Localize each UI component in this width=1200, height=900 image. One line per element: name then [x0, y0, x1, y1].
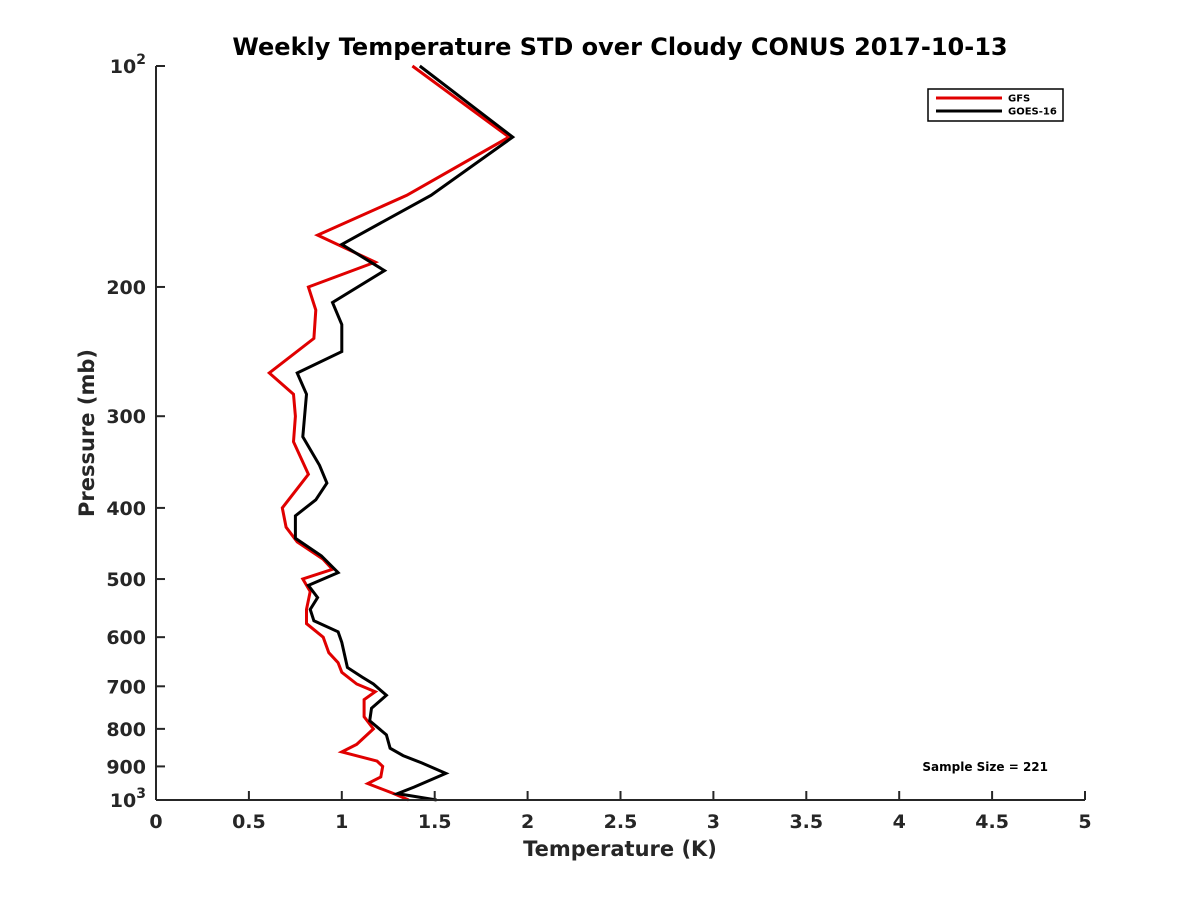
- series-line-gfs: [266, 64, 512, 802]
- y-tick-label-exponent: 3: [136, 786, 146, 802]
- x-tick-label: 5: [1078, 811, 1091, 833]
- y-tick-label: 103: [110, 786, 146, 812]
- x-tick-label: 2: [521, 811, 534, 833]
- y-tick-label: 500: [106, 569, 146, 591]
- x-tick-label: 1: [335, 811, 348, 833]
- x-axis-label: Temperature (K): [523, 837, 717, 861]
- y-tick-label: 400: [106, 498, 146, 520]
- y-tick-label: 700: [106, 676, 146, 698]
- series-line-goes-16: [293, 64, 516, 802]
- x-tick-label: 4.5: [975, 811, 1009, 833]
- x-tick-label: 4: [893, 811, 906, 833]
- legend-box: [927, 88, 1064, 122]
- y-tick-label: 102: [110, 52, 146, 78]
- y-tick-label: 200: [106, 277, 146, 299]
- x-tick-label: 1.5: [418, 811, 452, 833]
- legend-entry-label: GFS: [1008, 94, 1030, 105]
- y-tick-label: 900: [106, 756, 146, 778]
- y-tick-label: 600: [106, 627, 146, 649]
- legend: GFS GOES-16: [927, 88, 1064, 122]
- y-tick-label: 300: [106, 406, 146, 428]
- x-tick-label: 3.5: [789, 811, 823, 833]
- x-tick-label: 3: [707, 811, 720, 833]
- y-tick-label: 800: [106, 719, 146, 741]
- x-tick-label: 0: [149, 811, 162, 833]
- sample-size-annotation: Sample Size = 221: [922, 760, 1048, 774]
- x-axis-ticks: 0 0.5 1 1.5 2 2.5 3 3.5 4 4.5 5: [149, 791, 1092, 833]
- y-tick-label-base: 10: [110, 790, 136, 812]
- plot-area: [266, 64, 516, 802]
- x-tick-label: 0.5: [232, 811, 266, 833]
- legend-entry-label: GOES-16: [1008, 107, 1057, 118]
- chart-title: Weekly Temperature STD over Cloudy CONUS…: [232, 33, 1007, 61]
- y-tick-label-base: 10: [110, 56, 136, 78]
- y-tick-label-exponent: 2: [136, 52, 146, 68]
- x-tick-label: 2.5: [604, 811, 638, 833]
- y-axis-label: Pressure (mb): [75, 349, 99, 517]
